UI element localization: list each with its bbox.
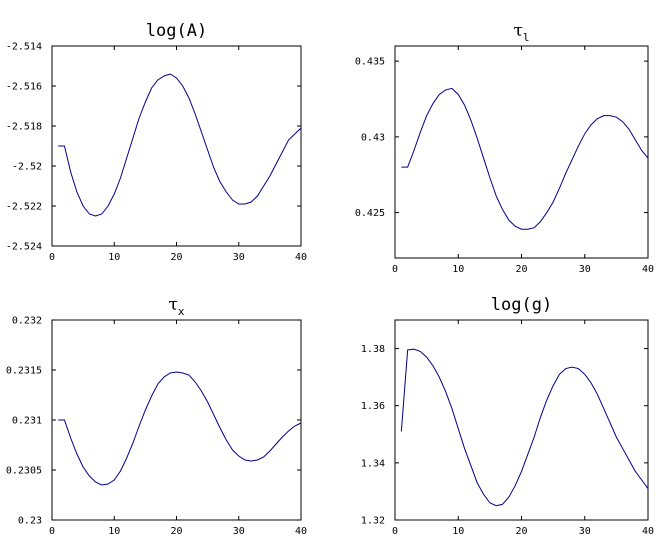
chart-3-title-main: τ bbox=[168, 295, 177, 315]
chart-4-x-tick-label: 20 bbox=[515, 526, 527, 537]
chart-4-series-line bbox=[400, 348, 649, 507]
chart-2-y-tick-label: 0.425 bbox=[355, 208, 385, 219]
chart-2-x-tick-label: 20 bbox=[515, 264, 527, 275]
chart-2-series-line bbox=[401, 87, 649, 230]
chart-2-x-tick-label: 30 bbox=[579, 264, 591, 275]
chart-1: log(A) 0 10 20 30 40 -2.524 -2.522 -2.52 -2.518 -2… bbox=[6, 21, 307, 263]
chart-3-x-tick-label: 20 bbox=[170, 526, 182, 537]
chart-2-x-tick-label: 10 bbox=[452, 264, 464, 275]
chart-2-y-tick-label: 0.43 bbox=[361, 132, 385, 143]
chart-3-x-tick-label: 40 bbox=[295, 526, 307, 537]
chart-3-title: τx bbox=[168, 295, 184, 318]
chart-1-x-tick-label: 10 bbox=[108, 252, 120, 263]
chart-1-x-tick-label: 30 bbox=[233, 252, 245, 263]
chart-4-y-tick-label: 1.38 bbox=[361, 344, 385, 355]
chart-2-title: τl bbox=[513, 21, 529, 44]
chart-4-y-tick-label: 1.32 bbox=[361, 516, 385, 527]
chart-1-series-line bbox=[58, 73, 302, 217]
chart-1-y-tick-label: -2.518 bbox=[6, 122, 42, 133]
chart-4-title-main: log(g) bbox=[491, 295, 552, 315]
chart-3-y-tick-label: 0.23 bbox=[18, 516, 42, 527]
chart-4: log(g) 0 10 20 30 40 1.32 1.34 1.36 1.38 bbox=[361, 295, 654, 537]
chart-1-title: log(A) bbox=[146, 21, 207, 41]
chart-1-y-tick-label: -2.524 bbox=[6, 242, 42, 253]
chart-1-x-tick-label: 0 bbox=[49, 252, 55, 263]
chart-4-y-tick-label: 1.34 bbox=[361, 458, 385, 469]
chart-4-x-tick-label: 40 bbox=[642, 526, 654, 537]
chart-2-x-tick-label: 40 bbox=[642, 264, 654, 275]
chart-2-title-main: τ bbox=[513, 21, 522, 41]
chart-1-x-tick-label: 40 bbox=[295, 252, 307, 263]
chart-2-plot-frame bbox=[394, 45, 649, 259]
chart-3-y-tick-label: 0.2315 bbox=[6, 366, 42, 377]
chart-4-x-tick-label: 0 bbox=[392, 526, 398, 537]
chart-2: τl 0 10 20 30 40 0.425 0.43 0.435 bbox=[355, 21, 654, 275]
chart-3-x-tick-label: 30 bbox=[233, 526, 245, 537]
chart-4-plot-frame bbox=[394, 319, 649, 521]
chart-3-plot-frame bbox=[51, 319, 302, 521]
chart-3: τx 0 10 20 30 40 0.23 0.2305 0.231 0.2315 0.232 bbox=[6, 295, 307, 537]
chart-3-x-tick-label: 10 bbox=[108, 526, 120, 537]
chart-2-title-subscript: l bbox=[523, 31, 530, 44]
chart-1-title-main: log(A) bbox=[146, 21, 207, 41]
chart-1-x-tick-label: 20 bbox=[170, 252, 182, 263]
chart-1-y-tick-label: -2.522 bbox=[6, 202, 42, 213]
chart-3-y-tick-label: 0.232 bbox=[12, 316, 42, 327]
chart-4-y-tick-label: 1.36 bbox=[361, 401, 385, 412]
chart-4-x-tick-label: 10 bbox=[452, 526, 464, 537]
chart-1-y-tick-label: -2.514 bbox=[6, 42, 42, 53]
chart-1-plot-frame bbox=[51, 45, 302, 247]
chart-2-x-tick-label: 0 bbox=[392, 264, 398, 275]
chart-1-y-tick-label: -2.52 bbox=[12, 162, 42, 173]
chart-1-y-tick-label: -2.516 bbox=[6, 82, 42, 93]
chart-2-y-tick-label: 0.435 bbox=[355, 57, 385, 68]
chart-3-series-line bbox=[58, 371, 302, 486]
chart-3-title-subscript: x bbox=[178, 305, 185, 318]
chart-3-y-tick-label: 0.2305 bbox=[6, 466, 42, 477]
chart-4-x-tick-label: 30 bbox=[579, 526, 591, 537]
chart-4-title: log(g) bbox=[491, 295, 552, 315]
chart-3-x-tick-label: 0 bbox=[49, 526, 55, 537]
chart-3-y-tick-label: 0.231 bbox=[12, 416, 42, 427]
